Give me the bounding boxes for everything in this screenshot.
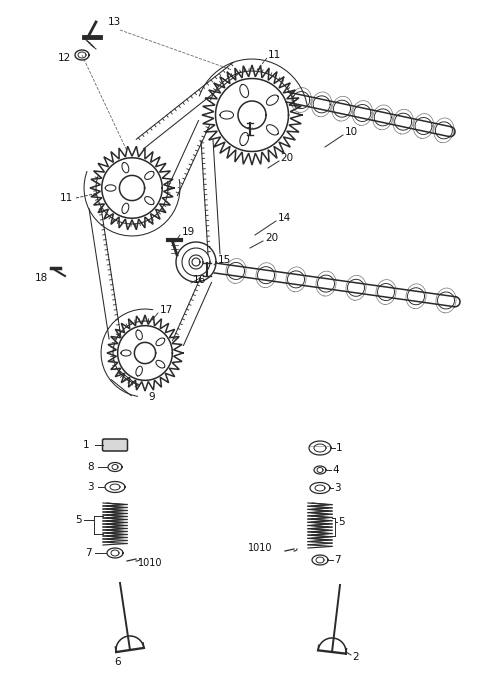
Text: 1010: 1010 — [138, 558, 163, 568]
Text: 5: 5 — [75, 515, 82, 525]
Text: 12: 12 — [58, 53, 71, 63]
Text: 9: 9 — [148, 392, 155, 402]
FancyBboxPatch shape — [103, 439, 128, 451]
Text: 20: 20 — [280, 153, 293, 163]
Text: 1: 1 — [83, 440, 90, 450]
Text: 17: 17 — [160, 305, 173, 315]
Text: 15: 15 — [218, 255, 231, 265]
Text: 6: 6 — [115, 657, 121, 667]
Text: 2: 2 — [352, 652, 359, 662]
Text: 11: 11 — [268, 50, 281, 60]
Text: 8: 8 — [87, 462, 94, 472]
Text: 7: 7 — [334, 555, 341, 565]
Text: 20: 20 — [265, 233, 278, 243]
Text: 13: 13 — [108, 17, 121, 27]
Text: 7: 7 — [85, 548, 92, 558]
Text: 4: 4 — [332, 465, 338, 475]
Text: 18: 18 — [35, 273, 48, 283]
Text: 19: 19 — [182, 227, 195, 237]
Text: 1010: 1010 — [248, 543, 273, 553]
Text: 16: 16 — [193, 275, 206, 285]
Text: 1: 1 — [336, 443, 343, 453]
Text: 10: 10 — [345, 127, 358, 137]
Text: 3: 3 — [87, 482, 94, 492]
Text: 14: 14 — [278, 213, 291, 223]
Text: 11: 11 — [60, 193, 73, 203]
Text: 3: 3 — [334, 483, 341, 493]
Text: 5: 5 — [338, 517, 345, 527]
